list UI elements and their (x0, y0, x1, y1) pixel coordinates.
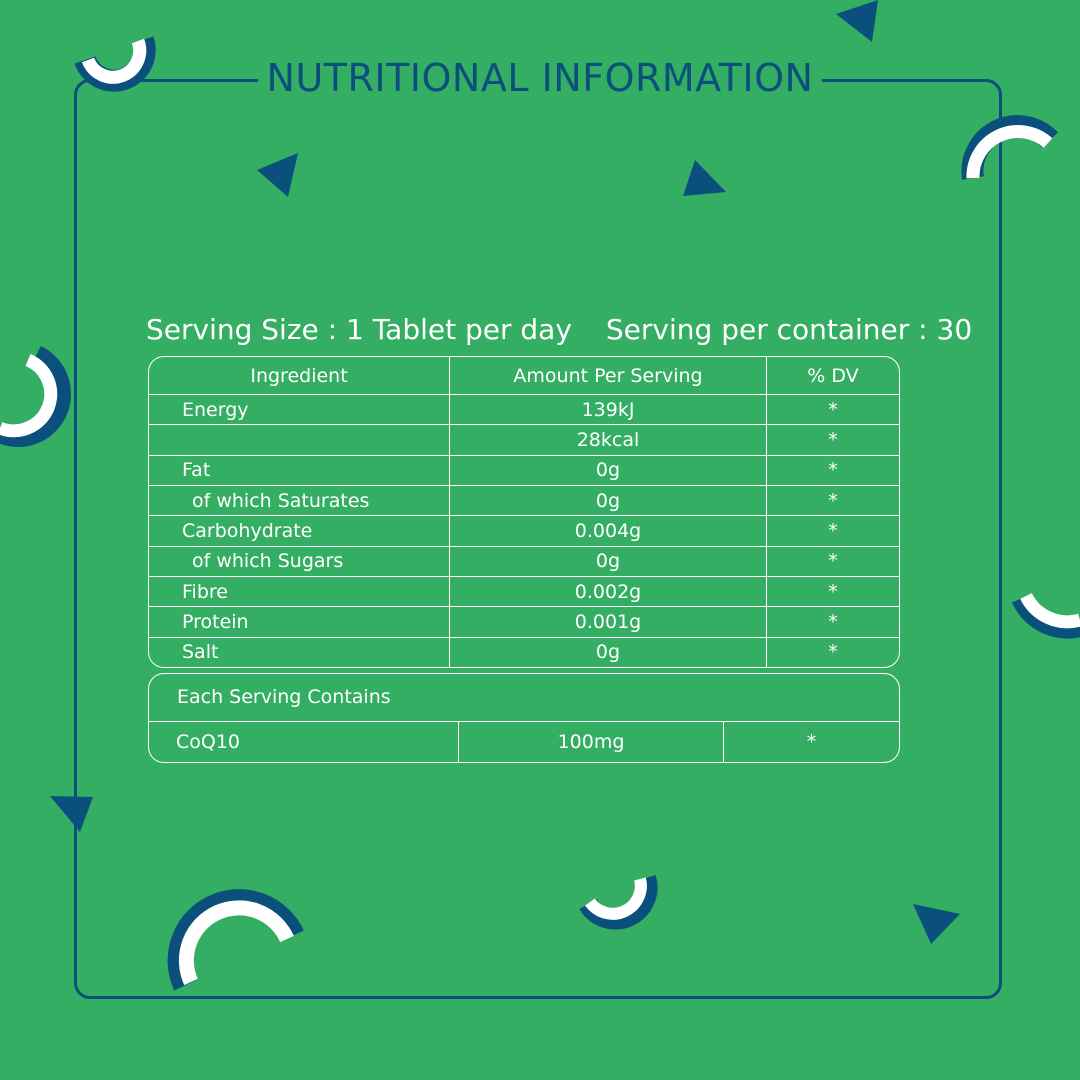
dv-cell: * (806, 730, 817, 753)
table-row: Energy 139kJ * (149, 395, 899, 426)
table-header-row: Ingredient Amount Per Serving % DV (149, 357, 899, 395)
amount-cell: 100mg (459, 721, 724, 762)
table-row: 28kcal * (149, 425, 899, 456)
ingredient-cell: Fat (149, 455, 450, 486)
header-ingredient: Ingredient (149, 357, 450, 395)
dv-cell: * (828, 641, 838, 664)
arc-shape (74, 36, 156, 92)
page-title: NUTRITIONAL INFORMATION (266, 56, 814, 100)
dv-cell: * (767, 577, 899, 608)
title-container: NUTRITIONAL INFORMATION (258, 50, 822, 106)
triangle-shape (913, 904, 960, 944)
amount-cell: 0.001g (450, 607, 767, 638)
serving-size: Serving Size : 1 Tablet per day (146, 313, 572, 346)
table-row: Protein 0.001g * (149, 607, 899, 638)
dv-cell: * (767, 425, 899, 456)
dv-cell: * (767, 486, 899, 517)
ingredient-cell: Salt (149, 637, 450, 667)
ingredient-cell: of which Saturates (149, 485, 450, 517)
arc-shape (579, 875, 658, 930)
serving-info: Serving Size : 1 Tablet per day Serving p… (146, 310, 972, 350)
dv-cell: * (767, 516, 899, 547)
triangle-shape (257, 153, 298, 197)
nutrition-table: Ingredient Amount Per Serving % DV Energ… (148, 356, 900, 668)
ingredient-cell: of which Sugars (149, 546, 450, 577)
triangle-shape (683, 160, 726, 196)
amount-cell: 0.004g (450, 516, 767, 547)
dv-cell: * (767, 547, 899, 577)
amount-cell: 0g (450, 637, 767, 667)
amount-cell: 0g (450, 546, 767, 577)
ingredient-cell: Fibre (149, 576, 450, 608)
amount-cell: 0g (450, 455, 767, 486)
dv-cell: * (767, 607, 899, 638)
ingredient-cell (149, 425, 450, 456)
triangle-shape (836, 0, 878, 42)
each-serving-heading-row: Each Serving Contains (149, 674, 899, 722)
amount-cell: 28kcal (450, 425, 767, 456)
ingredient-cell: Carbohydrate (149, 516, 450, 547)
arc-shape (961, 115, 1058, 180)
arc-shape (167, 889, 304, 991)
header-amount: Amount Per Serving (450, 357, 767, 395)
ingredient-cell: Energy (149, 395, 450, 426)
table-row: Salt 0g * (149, 637, 899, 667)
table-row: Carbohydrate 0.004g * (149, 516, 899, 547)
table-row: Fat 0g * (149, 455, 899, 486)
ingredient-cell: CoQ10 (149, 721, 459, 762)
table-row: of which Sugars 0g * (149, 546, 899, 577)
table-row: Fibre 0.002g * (149, 576, 899, 608)
ingredient-cell: Protein (149, 607, 450, 638)
arc-shape (0, 346, 72, 447)
table-row: of which Saturates 0g * (149, 485, 899, 517)
amount-cell: 0g (450, 485, 767, 517)
triangle-shape (50, 796, 93, 832)
arc-shape (1011, 592, 1080, 639)
dv-cell: * (767, 456, 899, 486)
each-serving-table: Each Serving Contains CoQ10 100mg * (148, 673, 900, 763)
servings-per-container: Serving per container : 30 (605, 313, 973, 346)
header-dv: % DV (767, 357, 899, 395)
amount-cell: 139kJ (450, 395, 767, 426)
each-serving-heading: Each Serving Contains (149, 674, 899, 722)
table-row: CoQ10 100mg * (149, 721, 899, 762)
dv-cell: * (767, 395, 899, 426)
amount-cell: 0.002g (450, 576, 767, 608)
